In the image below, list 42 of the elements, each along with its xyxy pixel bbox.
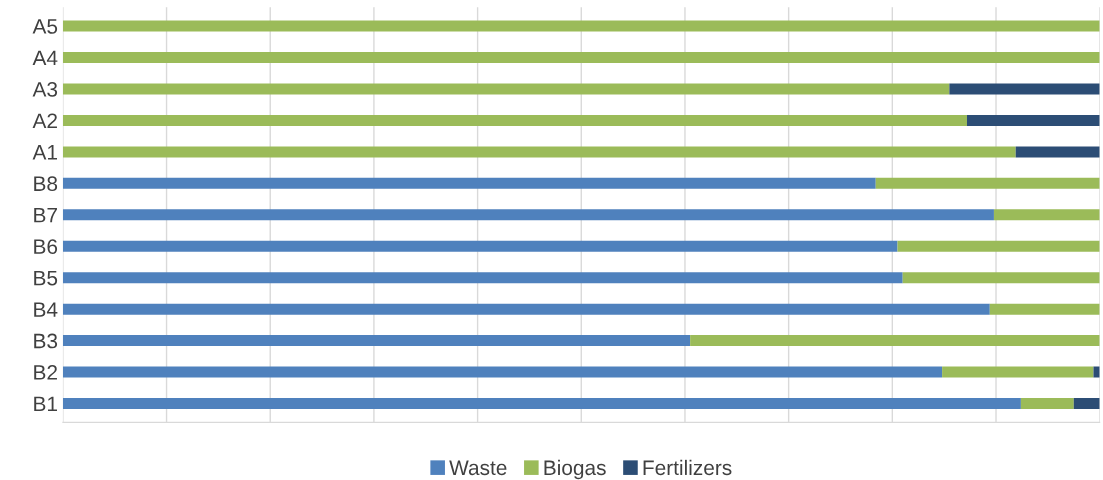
- bar: [1093, 366, 1100, 378]
- bar: [690, 335, 1100, 347]
- bar: [62, 83, 950, 95]
- y-tick-label: A5: [32, 19, 58, 34]
- bar: [62, 209, 994, 221]
- bar: [62, 20, 1100, 32]
- y-tick-label: B5: [34, 270, 58, 286]
- legend-label: Biogas: [544, 459, 606, 480]
- legend-label: Waste: [449, 460, 507, 476]
- bar: [62, 114, 967, 126]
- bar: [897, 240, 1100, 252]
- bar: [902, 272, 1100, 284]
- bar: [62, 335, 691, 347]
- bar: [993, 209, 1100, 221]
- bar: [1073, 398, 1100, 410]
- bar: [62, 146, 1016, 158]
- y-tick-label: B8: [34, 176, 58, 192]
- y-tick-label: B2: [34, 365, 57, 380]
- y-tick-label: A3: [32, 81, 58, 97]
- y-tick-label: B4: [34, 302, 58, 317]
- bar: [62, 303, 990, 315]
- bar: [62, 177, 876, 189]
- y-tick-label: B3: [34, 333, 58, 349]
- bar: [62, 272, 903, 284]
- bar: [989, 303, 1100, 315]
- bar: [942, 366, 1094, 378]
- bar: [966, 114, 1100, 126]
- y-tick-label: B7: [34, 208, 57, 223]
- y-tick-label: B1: [34, 396, 57, 412]
- bar: [1015, 146, 1100, 158]
- y-tick-label: A4: [32, 50, 58, 66]
- y-tick-label: A1: [32, 145, 57, 160]
- y-tick-label: A2: [32, 113, 57, 128]
- legend-label: Fertilizers: [643, 459, 732, 476]
- bar: [62, 366, 943, 378]
- bar: [62, 398, 1021, 410]
- bar: [62, 52, 1100, 64]
- bar: [62, 240, 898, 252]
- y-tick-label: B6: [34, 239, 58, 255]
- bar: [1020, 398, 1074, 410]
- bar: [949, 83, 1100, 95]
- bar: [875, 177, 1100, 189]
